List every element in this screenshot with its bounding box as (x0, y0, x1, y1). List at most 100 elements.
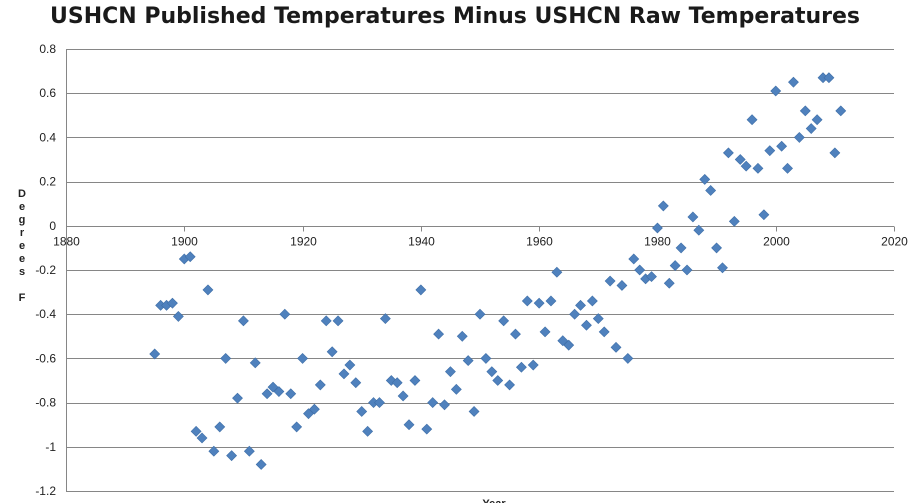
data-point (752, 162, 764, 174)
data-point (468, 406, 480, 417)
y-tick-label: 0.2 (39, 175, 56, 189)
data-point (314, 379, 326, 391)
data-point (687, 211, 699, 223)
data-point (510, 328, 521, 340)
data-point (255, 459, 267, 470)
y-tick-label: -1.2 (35, 484, 56, 498)
y-tick-label: -0.2 (35, 263, 56, 277)
data-point (527, 359, 539, 371)
data-point (279, 308, 291, 320)
data-point (592, 313, 604, 325)
y-tick-label: -0.8 (35, 396, 56, 410)
data-point (167, 297, 178, 309)
data-point (740, 160, 752, 172)
data-point (657, 200, 669, 212)
data-point (575, 299, 586, 311)
data-point (598, 326, 610, 338)
data-point (711, 242, 722, 254)
data-point (699, 173, 711, 185)
x-tick-label: 1900 (171, 235, 198, 249)
data-point (675, 242, 687, 254)
x-tick-label: 1980 (644, 235, 671, 249)
data-point (433, 328, 445, 340)
data-point (551, 266, 563, 278)
data-point (249, 357, 261, 369)
data-point (693, 224, 705, 236)
data-point (172, 310, 184, 322)
data-point (835, 105, 847, 117)
data-point (308, 403, 320, 415)
x-tick-label: 1880 (53, 235, 80, 249)
data-point (338, 368, 350, 380)
y-tick-label: -1 (45, 440, 56, 454)
data-point (628, 253, 640, 265)
y-tick-label: 0.8 (39, 42, 56, 56)
data-point (362, 425, 374, 437)
data-point (829, 147, 841, 159)
data-point (705, 185, 717, 196)
data-point (397, 390, 409, 402)
data-point (776, 140, 788, 152)
data-point (770, 85, 782, 97)
data-point (610, 341, 622, 353)
data-point (421, 423, 433, 435)
data-point (569, 308, 581, 320)
data-point (586, 295, 598, 307)
data-point (403, 419, 415, 431)
data-point (722, 147, 734, 159)
data-point (226, 450, 238, 462)
data-point (149, 348, 161, 360)
data-point (622, 352, 634, 364)
data-point (823, 72, 835, 84)
y-tick-label: 0.4 (39, 130, 56, 144)
data-point (202, 284, 214, 296)
data-point (326, 346, 338, 358)
data-point (196, 432, 208, 444)
x-tick-label: 2020 (881, 235, 908, 249)
data-point (243, 445, 255, 457)
data-point (515, 361, 527, 373)
data-point (332, 315, 344, 327)
data-point (356, 406, 368, 417)
data-point (450, 383, 462, 395)
data-point (297, 352, 308, 364)
data-point (563, 339, 575, 351)
data-point (646, 271, 657, 283)
data-point (799, 105, 811, 117)
data-point (793, 131, 805, 143)
data-point (261, 388, 273, 400)
data-point (220, 352, 232, 364)
data-point (717, 262, 728, 274)
data-point (214, 421, 226, 433)
data-point (190, 425, 202, 437)
data-point (427, 397, 439, 409)
data-point (184, 251, 196, 263)
data-point (805, 123, 817, 134)
y-tick-label: 0.6 (39, 86, 56, 100)
data-point (669, 260, 681, 272)
x-axis-label: Year (482, 498, 506, 503)
data-point (581, 319, 592, 331)
data-point (379, 313, 391, 325)
data-point (734, 154, 746, 165)
data-point (788, 76, 799, 88)
data-point (652, 222, 663, 234)
x-tick-label: 1920 (290, 235, 317, 249)
data-point (285, 388, 297, 400)
data-point (545, 295, 557, 307)
data-point (681, 264, 693, 276)
data-point (462, 355, 474, 367)
data-point (498, 315, 510, 327)
data-point (480, 352, 492, 364)
data-point (474, 308, 486, 320)
data-point (492, 375, 504, 386)
data-point (320, 315, 332, 327)
data-point (521, 295, 533, 307)
chart-title: USHCN Published Temperatures Minus USHCN… (50, 4, 860, 29)
data-point (764, 145, 776, 157)
data-point (616, 280, 628, 291)
data-point (344, 359, 356, 371)
data-point (273, 386, 285, 397)
